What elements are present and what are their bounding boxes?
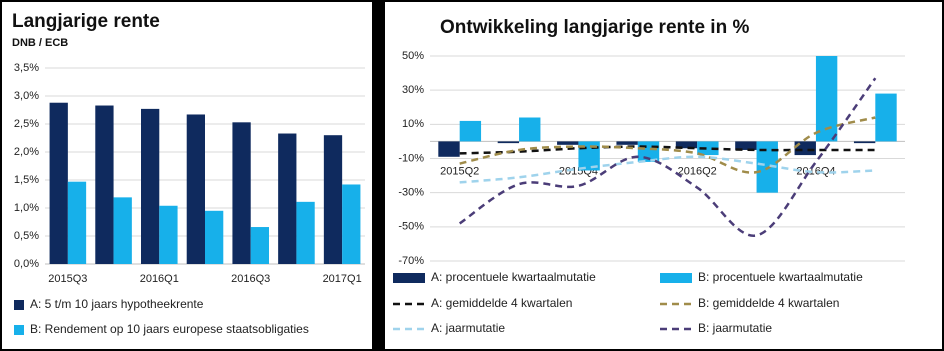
bar	[875, 93, 897, 142]
y-tick-label: -10%	[398, 152, 424, 164]
legend-label: A: gemiddelde 4 kwartalen	[431, 296, 572, 310]
bar	[697, 141, 719, 156]
bar	[438, 141, 460, 157]
bar	[616, 141, 638, 145]
legend-label: A: 5 t/m 10 jaars hypotheekrente	[30, 297, 204, 311]
x-tick-label: 2016Q1	[140, 273, 179, 285]
bar	[278, 133, 297, 264]
bar	[735, 141, 757, 150]
x-tick-label: 2015Q3	[48, 273, 87, 285]
bar	[186, 114, 205, 264]
chart-title: Ontwikkeling langjarige rente in %	[440, 17, 749, 38]
bar	[95, 105, 114, 265]
line	[459, 145, 876, 155]
bar	[815, 56, 838, 142]
y-tick-label: -30%	[398, 187, 424, 199]
y-tick-label: 50%	[402, 50, 424, 62]
y-tick-label: 2,5%	[14, 118, 39, 130]
y-tick-label: 1,5%	[14, 174, 39, 186]
bar	[853, 141, 876, 144]
y-tick-label: 2,0%	[14, 146, 39, 158]
y-tick-label: 30%	[402, 84, 424, 96]
bar	[557, 141, 579, 145]
bar	[159, 205, 178, 264]
bar	[342, 184, 361, 264]
line	[459, 155, 876, 184]
legend-label: A: jaarmutatie	[431, 321, 505, 335]
bar	[232, 122, 251, 264]
legend-swatch	[14, 300, 24, 310]
legend-label: B: jaarmutatie	[698, 321, 772, 335]
y-tick-label: 0,0%	[14, 258, 39, 270]
line	[459, 116, 876, 174]
bar	[141, 108, 160, 264]
y-tick-label: 3,5%	[14, 62, 39, 74]
bar	[67, 181, 87, 264]
x-tick-label: 2016Q2	[678, 165, 717, 177]
bar	[323, 135, 343, 264]
legend-label: B: Rendement op 10 jaars europese staats…	[30, 322, 309, 336]
bar	[497, 141, 520, 144]
bar	[675, 141, 698, 149]
y-tick-label: 1,0%	[14, 202, 39, 214]
x-tick-label: 2016Q3	[231, 273, 270, 285]
bar	[519, 117, 541, 142]
legend-swatch	[660, 273, 692, 283]
bar	[49, 102, 68, 264]
bar	[296, 201, 315, 264]
legend-label: B: gemiddelde 4 kwartalen	[698, 296, 839, 310]
bar	[459, 120, 482, 142]
y-tick-label: 3,0%	[14, 90, 39, 102]
chart-title: Langjarige rente	[12, 11, 160, 32]
chart-subtitle: DNB / ECB	[12, 37, 68, 49]
y-tick-label: -50%	[398, 221, 424, 233]
legend-label: B: procentuele kwartaalmutatie	[698, 270, 863, 284]
y-tick-label: -70%	[398, 255, 424, 267]
bar	[250, 227, 269, 264]
legend-swatch	[393, 273, 425, 283]
y-tick-label: 0,5%	[14, 230, 39, 242]
y-tick-label: 10%	[402, 118, 424, 130]
bar	[205, 210, 224, 264]
right-panel	[385, 2, 942, 349]
legend-label: A: procentuele kwartaalmutatie	[431, 270, 596, 284]
bar	[113, 197, 132, 264]
x-tick-label: 2015Q2	[440, 165, 479, 177]
x-tick-label: 2017Q1	[323, 273, 362, 285]
legend-swatch	[14, 325, 24, 335]
